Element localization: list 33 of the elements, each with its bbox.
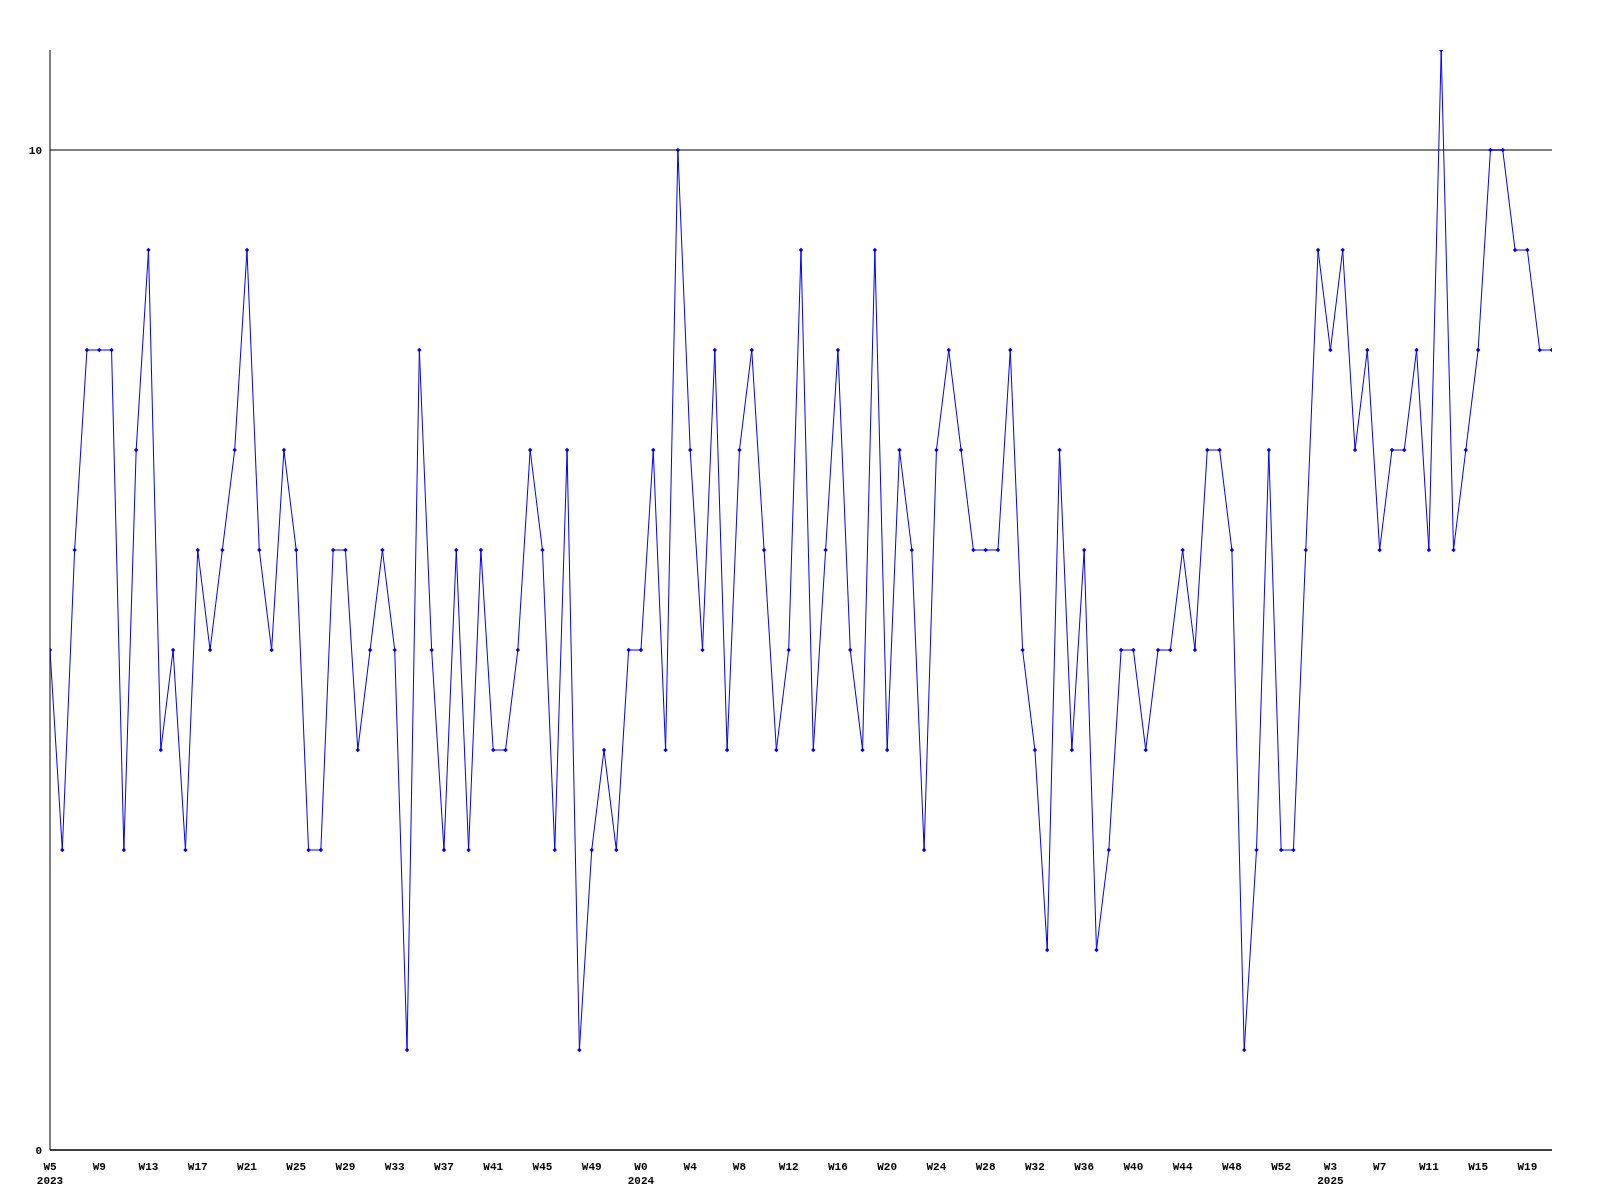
x-tick-label: W44: [1172, 1161, 1193, 1173]
x-tick-label: W15: [1468, 1161, 1489, 1173]
x-tick-label: W48: [1222, 1161, 1243, 1173]
x-tick-label: W28: [975, 1161, 996, 1173]
x-tick-label: W19: [1517, 1161, 1538, 1173]
x-tick-label: W29: [335, 1161, 356, 1173]
x-tick-label: W0 2024: [627, 1161, 655, 1187]
y-tick-label: 10: [28, 144, 42, 157]
x-tick-label: W49: [581, 1161, 602, 1173]
x-tick-label: W45: [532, 1161, 553, 1173]
x-tick-label: W8: [732, 1161, 747, 1173]
x-tick-label: W40: [1123, 1161, 1144, 1173]
x-tick-label: W20: [877, 1161, 898, 1173]
x-tick-label: W9: [92, 1161, 106, 1173]
x-tick-label: W12: [778, 1161, 799, 1173]
x-tick-label: W3 2025: [1317, 1161, 1344, 1187]
x-tick-label: W5 2023: [36, 1161, 64, 1187]
x-tick-label: W13: [138, 1161, 159, 1173]
y-tick-label: 0: [35, 1144, 42, 1157]
x-tick-label: W41: [483, 1161, 504, 1173]
x-tick-label: W52: [1271, 1161, 1292, 1173]
x-tick-label: W37: [434, 1161, 454, 1173]
x-tick-label: W25: [286, 1161, 307, 1173]
x-tick-label: W16: [828, 1161, 848, 1173]
x-tick-label: W32: [1025, 1161, 1045, 1173]
x-tick-label: W11: [1418, 1161, 1440, 1173]
x-tick-label: W7: [1373, 1161, 1387, 1173]
x-tick-label: W36: [1074, 1161, 1095, 1173]
x-tick-label: W24: [926, 1161, 947, 1173]
x-tick-label: W33: [384, 1161, 406, 1173]
x-tick-label: W21: [237, 1161, 258, 1173]
x-tick-label: W17: [187, 1161, 208, 1173]
x-tick-label: W4: [683, 1161, 698, 1173]
